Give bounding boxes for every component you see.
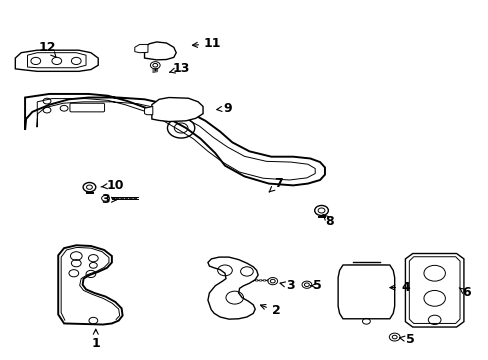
Text: 10: 10 [101, 179, 124, 192]
Polygon shape [15, 50, 98, 71]
Polygon shape [144, 42, 176, 60]
Text: 7: 7 [268, 177, 283, 192]
Text: 9: 9 [216, 102, 231, 115]
Polygon shape [152, 98, 203, 122]
Text: 5: 5 [399, 333, 414, 346]
Polygon shape [58, 245, 122, 324]
Text: 12: 12 [38, 41, 56, 57]
Polygon shape [337, 265, 394, 319]
Polygon shape [27, 53, 86, 68]
Polygon shape [25, 94, 325, 185]
Polygon shape [405, 253, 463, 327]
Text: 1: 1 [91, 329, 100, 350]
Polygon shape [144, 107, 153, 115]
Text: 3: 3 [280, 279, 295, 292]
Text: 8: 8 [322, 214, 333, 228]
Text: 2: 2 [260, 305, 280, 318]
Text: 11: 11 [192, 37, 221, 50]
FancyBboxPatch shape [70, 103, 104, 112]
Text: 13: 13 [169, 62, 189, 75]
Text: 6: 6 [458, 287, 470, 300]
Polygon shape [135, 44, 148, 53]
Text: 5: 5 [310, 279, 322, 292]
Text: 3: 3 [101, 193, 116, 206]
Polygon shape [207, 257, 258, 319]
Text: 4: 4 [389, 281, 409, 294]
